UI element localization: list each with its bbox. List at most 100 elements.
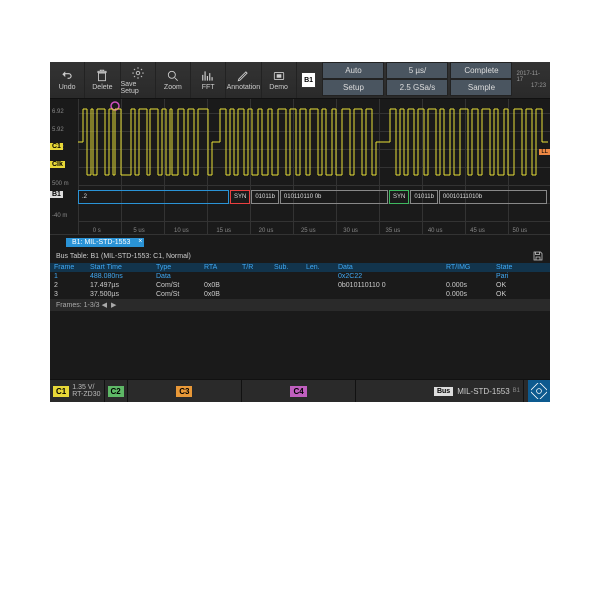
undo-button[interactable]: Undo: [50, 62, 85, 98]
ylabel-0: 6.92: [52, 109, 64, 115]
ch3-slot[interactable]: C3: [128, 380, 242, 402]
setup-cell[interactable]: Setup: [322, 79, 384, 96]
bus-tab[interactable]: B1: MIL-STD-1553 ×: [66, 238, 144, 247]
waveform-area[interactable]: 6.92 5.92 2.92 0.92 500 m -40 m C1 Clk B…: [50, 99, 550, 235]
zoom-button[interactable]: Zoom: [156, 62, 191, 98]
sample-cell[interactable]: Sample: [450, 79, 512, 96]
tx-2: 10 us: [174, 228, 189, 234]
col-type: Type: [152, 264, 200, 271]
ylabel-4: 500 m: [52, 181, 69, 187]
ch2-slot[interactable]: C2: [105, 380, 128, 402]
trigger-mode[interactable]: Auto: [322, 62, 384, 79]
tx-0: 0 s: [93, 228, 101, 234]
dec-field: 01011b: [251, 190, 279, 204]
table-row[interactable]: 2 17.497µs Com/St 0x0B 0b010110110 0 0.0…: [50, 281, 550, 290]
complete-cell[interactable]: Complete: [450, 62, 512, 79]
col-start: Start Time: [86, 264, 152, 271]
col-tr: T/R: [238, 264, 270, 271]
tx-7: 35 us: [386, 228, 401, 234]
waveform-trace: [78, 107, 548, 177]
table-row[interactable]: 3 37.500µs Com/St 0x0B 0.000s OK: [50, 290, 550, 299]
fft-button[interactable]: FFT: [191, 62, 226, 98]
tx-1: 5 us: [133, 228, 144, 234]
col-frame: Frame: [50, 264, 86, 271]
ylabel-1: 5.92: [52, 127, 64, 133]
timebase-cell[interactable]: 5 µs/: [386, 62, 448, 79]
bus-row-1: .2 SYN 01011b 010110110 0b SYN 01011b 00…: [78, 190, 548, 204]
col-state: State: [492, 264, 530, 271]
tx-9: 45 us: [470, 228, 485, 234]
bus-tab-label: B1: MIL-STD-1553: [72, 239, 130, 246]
timebase-group: 5 µs/ 2.5 GSa/s: [386, 62, 448, 98]
zoom-icon: [166, 69, 180, 83]
top-toolbar: Undo Delete Save Setup Zoom FFT Annotati…: [50, 62, 550, 99]
table-row[interactable]: 1 488.080ns Data 0x2C22 Pari: [50, 272, 550, 281]
tx-5: 25 us: [301, 228, 316, 234]
horizontal-group: Complete Sample: [450, 62, 512, 98]
chevron-left-icon[interactable]: ◀: [102, 301, 107, 309]
decode-strip: .2 SYN 01011b 010110110 0b SYN 01011b 00…: [78, 189, 548, 219]
save-setup-button[interactable]: Save Setup: [121, 62, 156, 98]
brand-logo[interactable]: [528, 380, 550, 402]
channel-bar: C1 1.35 V/ RT-ZD30 C2 C3 C4 Bus MIL-STD-…: [50, 379, 550, 402]
annotation-button[interactable]: Annotation: [226, 62, 261, 98]
demo-label: Demo: [269, 84, 288, 91]
c1-tag[interactable]: C1: [50, 143, 63, 150]
bus-table-footer: Frames: 1-3/3 ◀ ▶: [50, 299, 550, 311]
bus-src: B1: [513, 388, 520, 394]
tx-6: 30 us: [343, 228, 358, 234]
fft-icon: [201, 69, 215, 83]
bus-label: Bus: [434, 387, 453, 396]
bus-col-header: Frame Start Time Type RTA T/R Sub. Len. …: [50, 263, 550, 272]
dec-field: SYN: [389, 190, 409, 204]
tx-3: 15 us: [216, 228, 231, 234]
gear-icon: [131, 66, 145, 80]
zoom-label: Zoom: [164, 84, 182, 91]
ch3-label: C3: [176, 386, 192, 397]
demo-icon: [272, 69, 286, 83]
logo-icon: [531, 383, 547, 399]
viewport: Undo Delete Save Setup Zoom FFT Annotati…: [0, 0, 600, 600]
dec-field: 010110110 0b: [280, 190, 388, 204]
bus-table-header: Bus Table: B1 (MIL-STD-1553: C1, Normal): [50, 249, 550, 263]
dec-field: SYN: [230, 190, 250, 204]
delete-label: Delete: [92, 84, 112, 91]
date-text: 2017-11-17: [516, 71, 546, 83]
trash-icon: [95, 69, 109, 83]
disk-icon[interactable]: [532, 250, 544, 262]
tab-row: B1: MIL-STD-1553 ×: [50, 235, 550, 249]
dec-field: 01011b: [410, 190, 438, 204]
col-sub: Sub.: [270, 264, 302, 271]
col-rtimg: RT/IMG: [442, 264, 492, 271]
chevron-right-icon[interactable]: ▶: [111, 301, 116, 309]
ch1-vdiv: 1.35 V/: [72, 384, 100, 391]
bus-slot[interactable]: Bus MIL-STD-1553 B1: [356, 380, 524, 402]
bus-table: Bus Table: B1 (MIL-STD-1553: C1, Normal)…: [50, 249, 550, 379]
oscilloscope-window: Undo Delete Save Setup Zoom FFT Annotati…: [50, 62, 550, 402]
clk-tag[interactable]: Clk: [50, 161, 65, 168]
tx-10: 50 us: [512, 228, 527, 234]
demo-button[interactable]: Demo: [262, 62, 297, 98]
pencil-icon: [236, 69, 250, 83]
ch4-label: C4: [290, 386, 306, 397]
undo-icon: [60, 69, 74, 83]
close-icon[interactable]: ×: [138, 238, 142, 245]
b1-tag[interactable]: B1: [50, 191, 63, 198]
undo-label: Undo: [59, 84, 76, 91]
ch4-slot[interactable]: C4: [242, 380, 356, 402]
tx-8: 40 us: [428, 228, 443, 234]
samplerate-cell[interactable]: 2.5 GSa/s: [386, 79, 448, 96]
ch1-slot[interactable]: C1 1.35 V/ RT-ZD30: [50, 380, 105, 402]
col-len: Len.: [302, 264, 334, 271]
trigger-group: Auto Setup: [322, 62, 384, 98]
save-setup-label: Save Setup: [121, 81, 155, 95]
b1-indicator[interactable]: B1: [301, 72, 317, 88]
dec-field: 00010111010b: [439, 190, 547, 204]
ch2-label: C2: [108, 386, 124, 397]
time-axis: 0 s 5 us 10 us 15 us 20 us 25 us 30 us 3…: [78, 222, 548, 234]
col-data: Data: [334, 264, 442, 271]
annotation-label: Annotation: [227, 84, 260, 91]
delete-button[interactable]: Delete: [85, 62, 120, 98]
col-rta: RTA: [200, 264, 238, 271]
frames-range: Frames: 1-3/3: [56, 302, 100, 309]
